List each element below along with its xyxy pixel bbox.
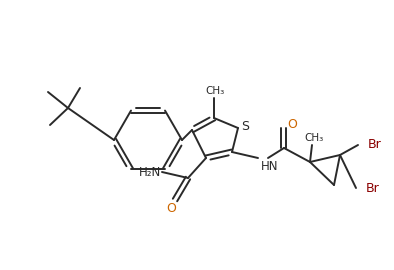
Text: O: O xyxy=(287,119,297,131)
Text: H₂N: H₂N xyxy=(139,166,161,178)
Text: CH₃: CH₃ xyxy=(205,86,225,96)
Text: Br: Br xyxy=(366,181,380,194)
Text: O: O xyxy=(166,201,176,214)
Text: S: S xyxy=(241,120,249,133)
Text: HN: HN xyxy=(261,160,279,173)
Text: Br: Br xyxy=(368,139,382,151)
Text: CH₃: CH₃ xyxy=(305,133,323,143)
